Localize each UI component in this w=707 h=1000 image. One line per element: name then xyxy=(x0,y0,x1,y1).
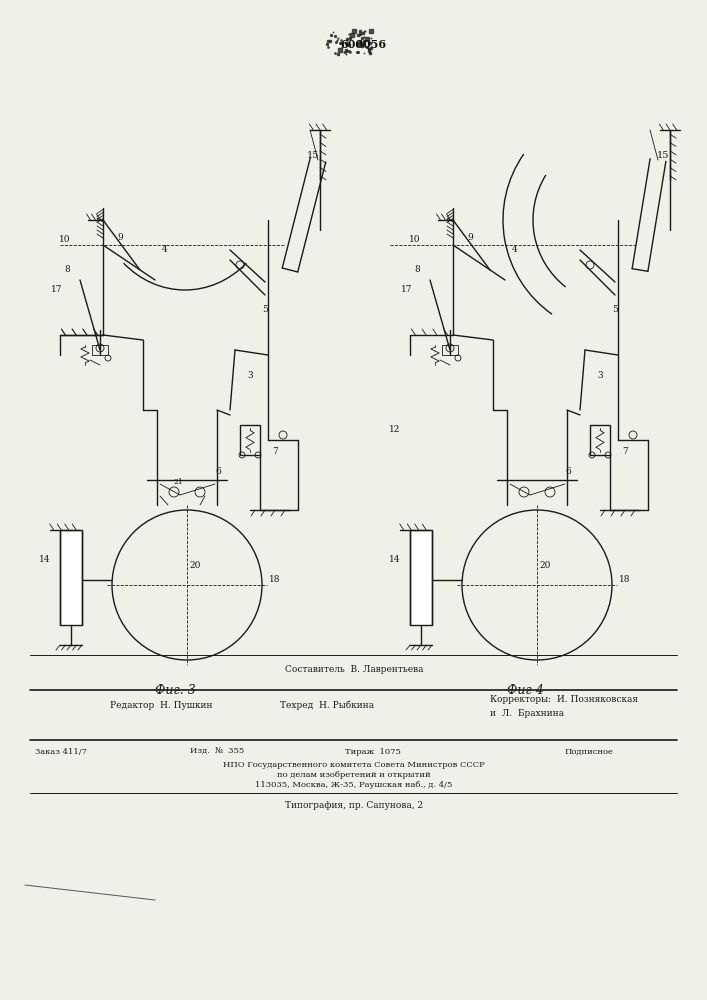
Text: 12: 12 xyxy=(390,426,401,434)
Text: Техред  Н. Рыбкина: Техред Н. Рыбкина xyxy=(280,700,374,710)
Text: по делам изобретений и открытий: по делам изобретений и открытий xyxy=(277,771,431,779)
Text: Заказ 411/7: Заказ 411/7 xyxy=(35,748,87,756)
Text: Редактор  Н. Пушкин: Редактор Н. Пушкин xyxy=(110,700,213,710)
Bar xyxy=(92,345,108,355)
Text: 17: 17 xyxy=(51,286,63,294)
Text: 4: 4 xyxy=(512,245,518,254)
Text: 14: 14 xyxy=(390,556,401,564)
Bar xyxy=(60,530,82,625)
Text: 8: 8 xyxy=(64,265,70,274)
Text: Фиг. 3: Фиг. 3 xyxy=(155,684,195,696)
Text: 14: 14 xyxy=(40,556,51,564)
Text: 113035, Москва, Ж-35, Раушская наб., д. 4/5: 113035, Москва, Ж-35, Раушская наб., д. … xyxy=(255,781,452,789)
Text: 20: 20 xyxy=(189,560,201,570)
Text: Составитель  В. Лаврентьева: Составитель В. Лаврентьева xyxy=(285,666,423,674)
Text: Фиг 4: Фиг 4 xyxy=(507,684,544,696)
Text: 7: 7 xyxy=(622,448,628,456)
Text: 20: 20 xyxy=(539,560,551,570)
Text: 21: 21 xyxy=(173,478,183,486)
Text: 18: 18 xyxy=(619,576,631,584)
Text: 3: 3 xyxy=(597,370,603,379)
Text: и  Л.  Брахнина: и Л. Брахнина xyxy=(490,710,564,718)
Text: Корректоры:  И. Позняковская: Корректоры: И. Позняковская xyxy=(490,696,638,704)
Text: 4: 4 xyxy=(162,245,168,254)
Text: 8: 8 xyxy=(414,265,420,274)
Text: 600056: 600056 xyxy=(340,39,386,50)
Text: 9: 9 xyxy=(117,233,123,242)
Text: Тираж  1075: Тираж 1075 xyxy=(345,748,401,756)
Bar xyxy=(410,530,432,625)
Text: 6: 6 xyxy=(565,468,571,477)
Text: 7: 7 xyxy=(272,448,278,456)
Text: 15: 15 xyxy=(657,150,670,159)
Bar xyxy=(590,425,610,455)
Text: 6: 6 xyxy=(215,468,221,477)
Text: 10: 10 xyxy=(409,235,421,244)
Text: 9: 9 xyxy=(467,233,473,242)
Text: 15: 15 xyxy=(307,150,319,159)
Bar xyxy=(442,345,458,355)
Text: 5: 5 xyxy=(612,306,618,314)
Text: 17: 17 xyxy=(402,286,413,294)
Text: НПО Государственного комитета Совета Министров СССР: НПО Государственного комитета Совета Мин… xyxy=(223,761,485,769)
Text: 18: 18 xyxy=(269,576,281,584)
Text: 10: 10 xyxy=(59,235,71,244)
Text: 3: 3 xyxy=(247,370,253,379)
Text: 5: 5 xyxy=(262,306,268,314)
Bar xyxy=(240,425,260,455)
Text: Подписное: Подписное xyxy=(565,748,614,756)
Text: Изд.  №  355: Изд. № 355 xyxy=(190,748,244,756)
Text: Типография, пр. Сапунова, 2: Типография, пр. Сапунова, 2 xyxy=(285,800,423,810)
